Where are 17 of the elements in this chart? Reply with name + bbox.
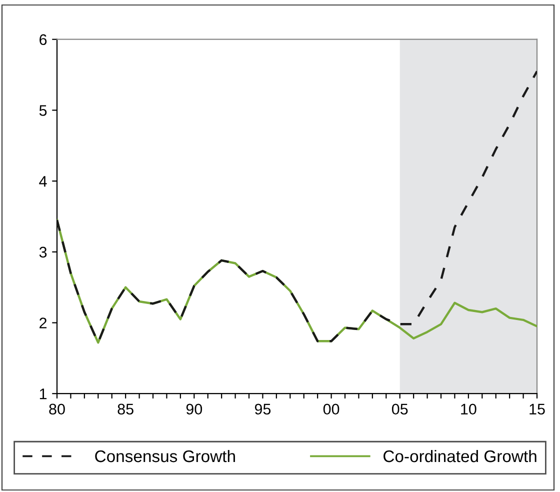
x-tick-label: 95 [254,404,271,415]
line-series [57,70,537,344]
x-tick-label: 85 [118,404,134,415]
legend-label: Consensus Growth [95,450,235,462]
x-tick-label: 15 [530,404,545,415]
y-tick-label: 2 [40,318,47,328]
x-tick-label: 10 [461,404,476,415]
y-tick-label: 1 [40,388,47,400]
x-tick-label: 90 [186,404,202,415]
y-tick-label: 4 [39,176,47,187]
y-tick-label: 5 [39,105,47,116]
x-tick-label: 80 [49,404,65,415]
legend-label: Co-ordinated Growth [384,450,536,462]
y-tick-label: 6 [40,34,47,46]
x-tick-label: 05 [392,404,408,415]
x-tick-label: 00 [323,404,340,415]
y-tick-label: 3 [39,246,47,258]
